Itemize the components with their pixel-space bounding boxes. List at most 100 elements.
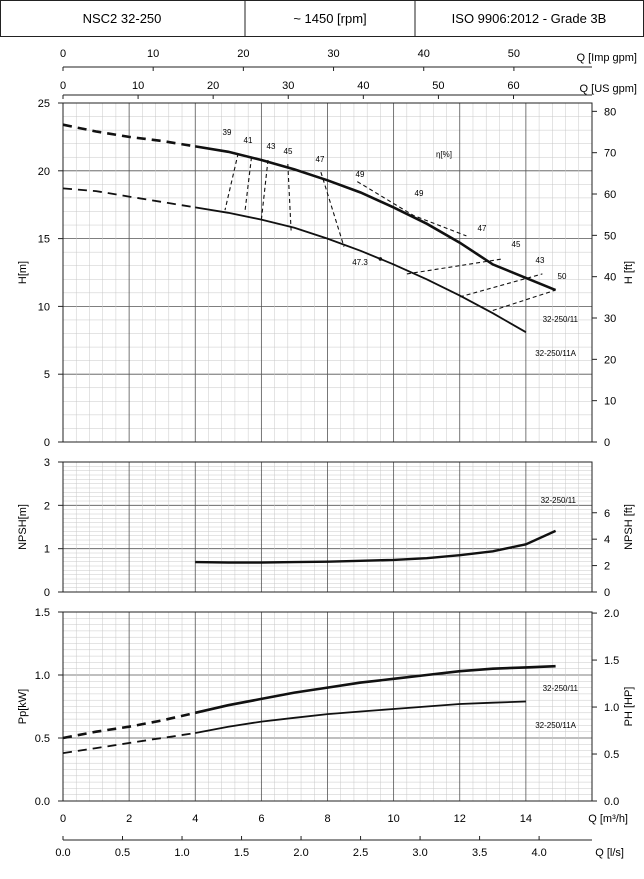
m3h-tick-label: 10 [388, 813, 400, 825]
curve-solid [195, 529, 557, 564]
imp-tick-label: 50 [508, 48, 520, 60]
model-title: NSC2 32-250 [83, 11, 162, 26]
efficiency-label: 45 [512, 240, 521, 249]
us-tick-label: 10 [132, 80, 144, 92]
us-tick-label: 50 [432, 80, 444, 92]
efficiency-line [244, 157, 253, 213]
y-right-tick-label: 2.0 [604, 608, 619, 620]
efficiency-line [224, 153, 239, 211]
m3h-axis-label: Q [m³/h] [588, 813, 628, 825]
efficiency-label: 47 [316, 155, 325, 164]
y-right-tick-label: 1.0 [604, 702, 619, 714]
y-tick-label: 25 [38, 98, 50, 110]
y-tick-label: 5 [44, 369, 50, 381]
speed-title: ~ 1450 [rpm] [293, 11, 366, 26]
ls-tick-label: 2.5 [353, 847, 368, 859]
series-label: 32-250/11A [535, 721, 576, 730]
efficiency-label: 41 [244, 136, 253, 145]
y-tick-label: 1 [44, 544, 50, 556]
series-label: 32-250/11A [535, 349, 576, 358]
imp-tick-label: 10 [147, 48, 159, 60]
m3h-tick-label: 14 [520, 813, 532, 825]
y-right-tick-label: 2 [604, 561, 610, 573]
y-tick-label: 0.5 [35, 733, 50, 745]
y-right-tick-label: 40 [604, 272, 616, 284]
y-tick-label: 1.5 [35, 607, 50, 619]
efficiency-label: 49 [356, 170, 365, 179]
y-tick-label: 2 [44, 500, 50, 512]
y-tick-label: 3 [44, 457, 50, 469]
standard-title: ISO 9906:2012 - Grade 3B [452, 11, 607, 26]
us-tick-label: 20 [207, 80, 219, 92]
y-right-tick-label: 60 [604, 189, 616, 201]
y-right-tick-label: 30 [604, 313, 616, 325]
y-right-axis-label: NPSH [ft] [623, 504, 635, 550]
us-tick-label: 40 [357, 80, 369, 92]
series-label: 32-250/11 [543, 684, 579, 693]
efficiency-line [260, 159, 269, 220]
efficiency-label: 43 [536, 256, 545, 265]
m3h-tick-label: 0 [60, 813, 66, 825]
y-right-tick-label: 6 [604, 508, 610, 520]
efficiency-label: 43 [267, 142, 276, 151]
efficiency-line [287, 163, 292, 231]
y-tick-label: 1.0 [35, 670, 50, 682]
series-label: 32-250/11 [541, 496, 577, 505]
y-right-tick-label: 0.5 [604, 749, 619, 761]
us-tick-label: 0 [60, 80, 66, 92]
curve-solid [195, 700, 526, 734]
curve-dashed [62, 187, 196, 209]
panel-frame [62, 611, 593, 802]
efficiency-label: 39 [223, 128, 232, 137]
efficiency-line [459, 273, 543, 298]
ls-tick-label: 0.0 [55, 847, 70, 859]
y-right-tick-label: 0 [604, 587, 610, 599]
us-tick-label: 60 [507, 80, 519, 92]
ls-tick-label: 0.5 [115, 847, 130, 859]
curve-solid [195, 145, 557, 292]
m3h-tick-label: 8 [324, 813, 330, 825]
panel-frame [62, 102, 593, 443]
efficiency-line [406, 258, 503, 275]
efficiency-label: 50 [558, 272, 567, 281]
y-right-tick-label: 10 [604, 396, 616, 408]
m3h-tick-label: 4 [192, 813, 198, 825]
y-right-tick-label: 50 [604, 230, 616, 242]
ls-tick-label: 1.5 [234, 847, 249, 859]
y-tick-label: 10 [38, 301, 50, 313]
ls-tick-label: 3.5 [472, 847, 487, 859]
y-right-axis-label: H [ft] [623, 261, 635, 284]
imp-axis-label: Q [Imp gpm] [576, 52, 637, 64]
ls-tick-label: 4.0 [531, 847, 546, 859]
ls-tick-label: 1.0 [174, 847, 189, 859]
efficiency-axis-label: η[%] [436, 150, 452, 159]
y-right-tick-label: 20 [604, 354, 616, 366]
efficiency-line [492, 289, 556, 312]
m3h-tick-label: 6 [258, 813, 264, 825]
y-tick-label: 0.0 [35, 796, 50, 808]
efficiency-label: 45 [284, 147, 293, 156]
y-right-axis-label: PH [HP] [623, 687, 635, 727]
y-tick-label: 0 [44, 437, 50, 449]
efficiency-label: 47.3 [352, 258, 368, 267]
efficiency-line [357, 181, 467, 237]
curve-dashed [62, 732, 196, 754]
y-right-tick-label: 1.5 [604, 655, 619, 667]
imp-tick-label: 0 [60, 48, 66, 60]
series-label: 32-250/11 [543, 315, 579, 324]
imp-tick-label: 20 [237, 48, 249, 60]
y-axis-label: NPSH[m] [17, 504, 29, 550]
ls-tick-label: 3.0 [412, 847, 427, 859]
header: NSC2 32-250 ~ 1450 [rpm] ISO 9906:2012 -… [0, 0, 644, 37]
y-right-tick-label: 4 [604, 534, 610, 546]
us-axis-label: Q [US gpm] [580, 83, 637, 95]
curve-solid [195, 206, 527, 333]
imp-tick-label: 30 [327, 48, 339, 60]
y-axis-label: Pp[kW] [17, 689, 29, 724]
m3h-tick-label: 2 [126, 813, 132, 825]
panel-frame [62, 461, 593, 593]
efficiency-label: 49 [415, 189, 424, 198]
y-right-tick-label: 0 [604, 437, 610, 449]
imp-tick-label: 40 [418, 48, 430, 60]
